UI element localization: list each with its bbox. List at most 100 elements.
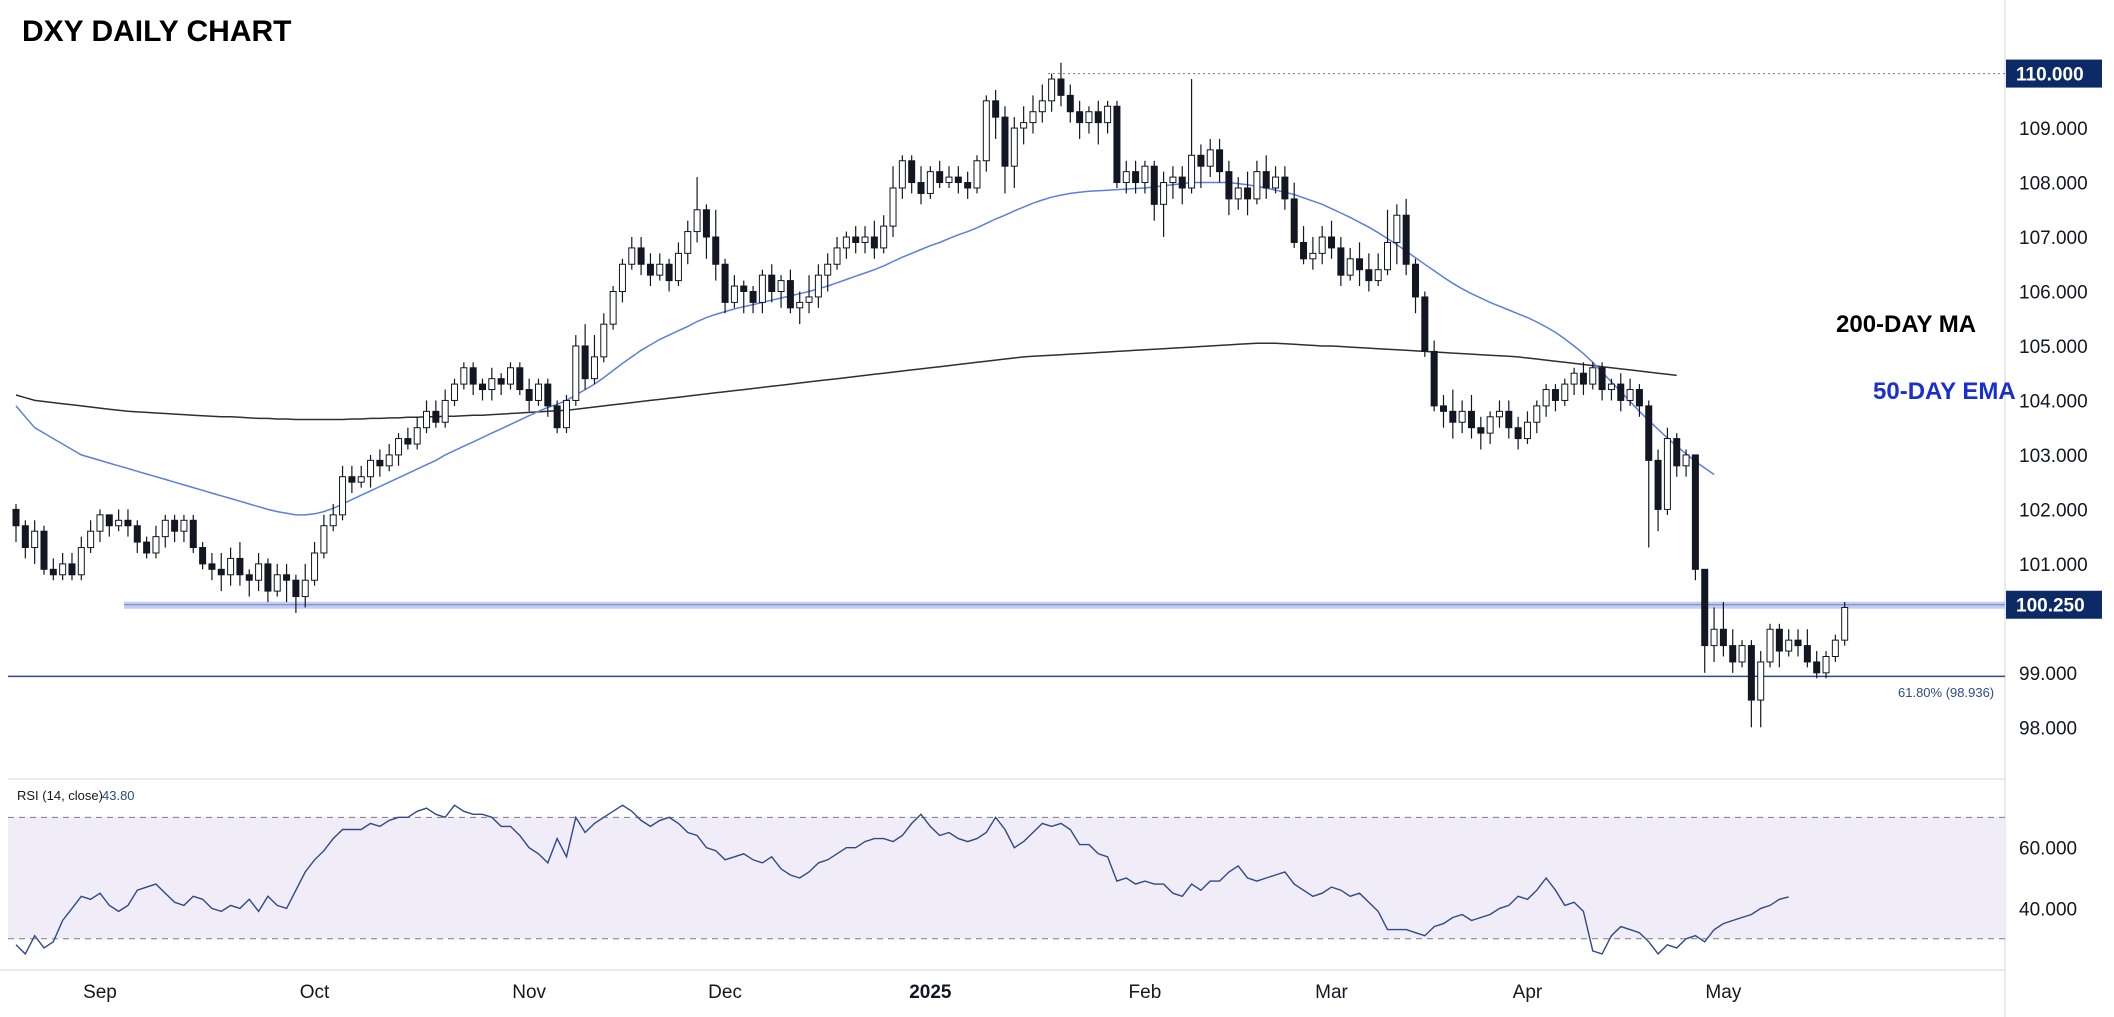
- candle-body-bull: [273, 574, 281, 592]
- candle-body-bull: [1188, 154, 1196, 189]
- candle-body-bull: [1104, 105, 1112, 124]
- candle-body-bull: [1029, 111, 1037, 124]
- candle-body-bull: [1038, 100, 1046, 113]
- candle-body-bull: [861, 236, 869, 243]
- candle-body-bull: [385, 454, 393, 467]
- candle-body-bull: [1533, 405, 1541, 423]
- candle-body-bull: [1523, 421, 1531, 440]
- candle-body-bull: [1822, 655, 1830, 674]
- candle-body-bear: [432, 410, 440, 423]
- candle-body-bear: [1057, 78, 1065, 96]
- candle-body-bear: [105, 514, 113, 527]
- candle-body-bull: [684, 231, 692, 254]
- candle-body-bull: [460, 367, 468, 385]
- rsi-band: [8, 817, 2005, 939]
- candle-body-bear: [49, 568, 57, 576]
- candle-body-bull: [1710, 628, 1718, 647]
- candle-body-bear: [544, 383, 552, 407]
- candle-body-bull: [758, 274, 766, 303]
- candle-body-bear: [292, 579, 300, 598]
- candle-body-bear: [1076, 111, 1084, 124]
- candle-body-bear: [1579, 372, 1587, 385]
- candle-body-bull: [506, 367, 514, 385]
- candle-body-bull: [898, 160, 906, 189]
- chart-title: DXY DAILY CHART: [22, 15, 292, 48]
- candle-body-bear: [497, 378, 505, 385]
- moving-average-lines: [15, 181, 1715, 516]
- candle-body-bull: [301, 579, 309, 598]
- candle-body-bear: [936, 171, 944, 184]
- candle-body-bull: [1542, 389, 1550, 407]
- candle-body-bear: [1001, 116, 1009, 167]
- candle-body-bear: [1691, 454, 1699, 570]
- candle-body-bear: [1514, 427, 1522, 440]
- rsi-series: [15, 804, 1789, 956]
- candle-body-bear: [1337, 247, 1345, 276]
- candle-body-bull: [1048, 78, 1056, 102]
- candle-body-bear: [992, 100, 1000, 118]
- candle-body-bull: [1122, 171, 1130, 184]
- candle-body-bull: [1607, 383, 1615, 391]
- rsi-band-group: [8, 816, 2005, 940]
- candle-body-bull: [1570, 372, 1578, 385]
- candle-body-bear: [1197, 154, 1205, 167]
- candle-body-bull: [96, 514, 104, 532]
- candle-body-bull: [1458, 410, 1466, 423]
- candle-body-bear: [376, 459, 384, 467]
- candle-body-bear: [133, 525, 141, 543]
- candle-body-bear: [553, 405, 561, 429]
- candle-body-bear: [1439, 405, 1447, 412]
- candle-body-bull: [1085, 111, 1093, 124]
- candle-body-bull: [87, 530, 95, 549]
- price-tick-label: 104.000: [2019, 391, 2088, 412]
- candle-body-bull: [618, 263, 626, 292]
- candle-body-bull: [1738, 645, 1746, 663]
- candle-body-bear: [1813, 661, 1821, 674]
- candle-body-bull: [1309, 252, 1317, 260]
- candle-body-bull: [693, 209, 701, 233]
- candle-body-bear: [1635, 389, 1643, 407]
- candle-body-bear: [712, 236, 720, 265]
- candle-body-bull: [1206, 149, 1214, 167]
- candle-body-bear: [954, 176, 962, 184]
- price-badge-label: 100.250: [2016, 596, 2085, 617]
- candle-body-bear: [1094, 111, 1102, 124]
- candle-body-bull: [451, 383, 459, 401]
- candle-body-bear: [348, 476, 356, 483]
- time-tick-label: Sep: [83, 982, 117, 1003]
- candle-body-bull: [1010, 127, 1018, 167]
- candle-body-bull: [1346, 258, 1354, 276]
- candle-body-bull: [1766, 628, 1774, 663]
- candle-body-bull: [441, 399, 449, 423]
- price-tick-label: 105.000: [2019, 337, 2088, 358]
- candle-body-bull: [1785, 639, 1793, 652]
- candle-body-bear: [702, 209, 710, 238]
- candle-body-bear: [665, 263, 673, 282]
- candle-body-bear: [1281, 176, 1289, 200]
- rsi-value: 43.80: [102, 788, 135, 803]
- time-tick-label: Oct: [300, 982, 330, 1003]
- time-tick-label: May: [1705, 982, 1741, 1003]
- price-tick-label: 98.000: [2019, 718, 2077, 739]
- candle-body-bear: [1290, 198, 1298, 243]
- candle-body-bull: [357, 476, 365, 483]
- candle-body-bear: [786, 280, 794, 309]
- candle-body-bull: [320, 525, 328, 554]
- candle-body-bear: [1300, 241, 1308, 260]
- candle-body-bear: [768, 274, 776, 292]
- candle-body-bear: [749, 290, 757, 303]
- horizontal-levels: [8, 73, 2005, 678]
- candle-body-bear: [1066, 94, 1074, 113]
- candle-body-bull: [31, 530, 39, 549]
- candle-body-bull: [1486, 416, 1494, 434]
- candle-body-bull: [926, 171, 934, 194]
- candle-body-bear: [199, 547, 207, 565]
- price-badge-label: 110.000: [2016, 65, 2084, 86]
- candle-body-bull: [152, 536, 160, 554]
- candle-body-bull: [572, 345, 580, 401]
- candle-body-bear: [516, 367, 524, 391]
- candle-body-bull: [1495, 410, 1503, 418]
- candle-body-bear: [1794, 639, 1802, 647]
- axis-labels: 110.000 109.000 108.000 107.000 106.000 105.0…: [83, 65, 2088, 1003]
- candle-body-bear: [870, 236, 878, 249]
